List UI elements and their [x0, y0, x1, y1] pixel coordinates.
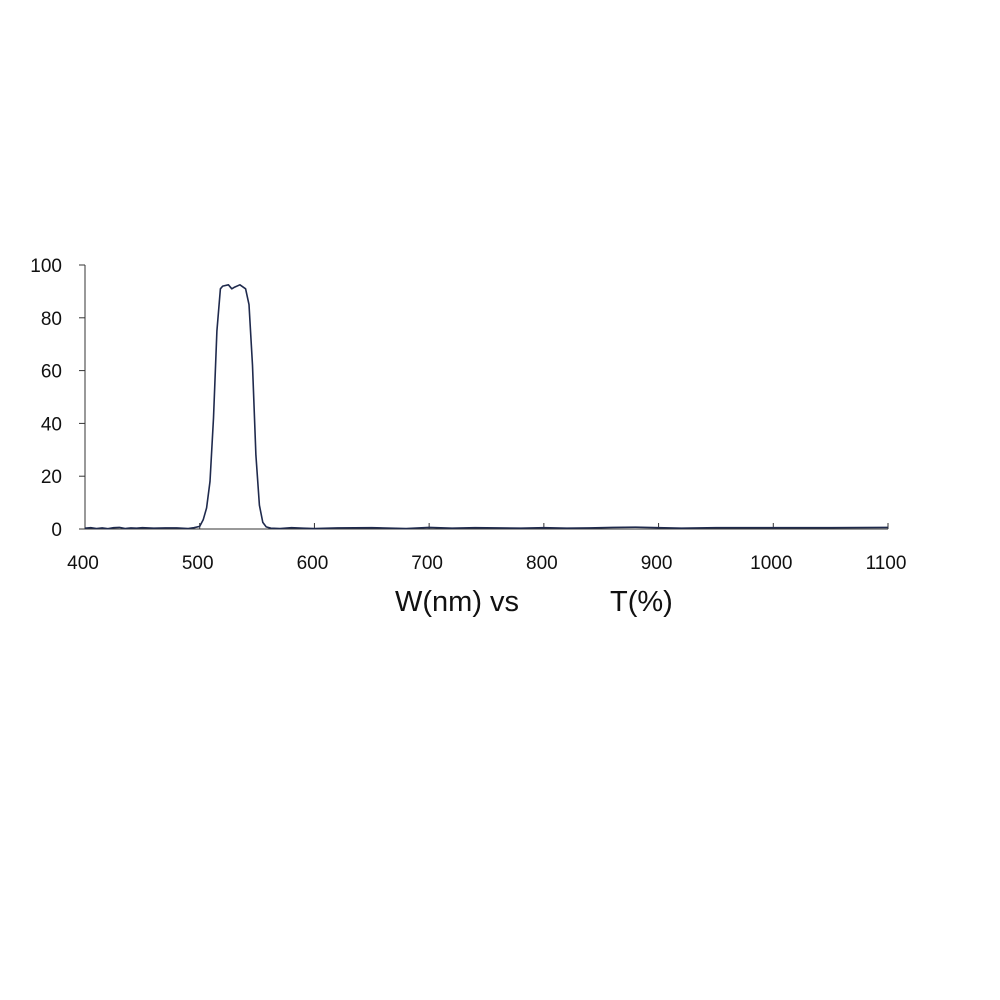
x-tick-label: 400 [67, 553, 99, 574]
x-tick-label: 1100 [866, 553, 907, 574]
y-tick-label: 100 [30, 256, 62, 277]
x-tick-label: 600 [297, 553, 329, 574]
x-tick-label: 500 [182, 553, 214, 574]
y-tick-label: 40 [41, 414, 62, 435]
y-tick-label: 60 [41, 362, 62, 383]
y-tick-label: 0 [51, 520, 62, 541]
y-tick-label: 80 [41, 309, 62, 330]
x-tick-label: 800 [526, 553, 558, 574]
x-tick-label: 900 [641, 553, 673, 574]
series-line-0 [84, 283, 889, 530]
ticks: 0 20 40 60 80 100 400 500 600 700 800 900 1000 1100 [30, 256, 906, 574]
y-tick-label: 20 [41, 467, 62, 488]
x-tick-label: 700 [411, 553, 443, 574]
y-axis-label: T(%) [610, 586, 673, 618]
x-tick-label: 1000 [750, 553, 792, 574]
axes [84, 265, 888, 530]
plot-area [84, 283, 889, 530]
x-axis-label: W(nm) vs [395, 586, 519, 618]
